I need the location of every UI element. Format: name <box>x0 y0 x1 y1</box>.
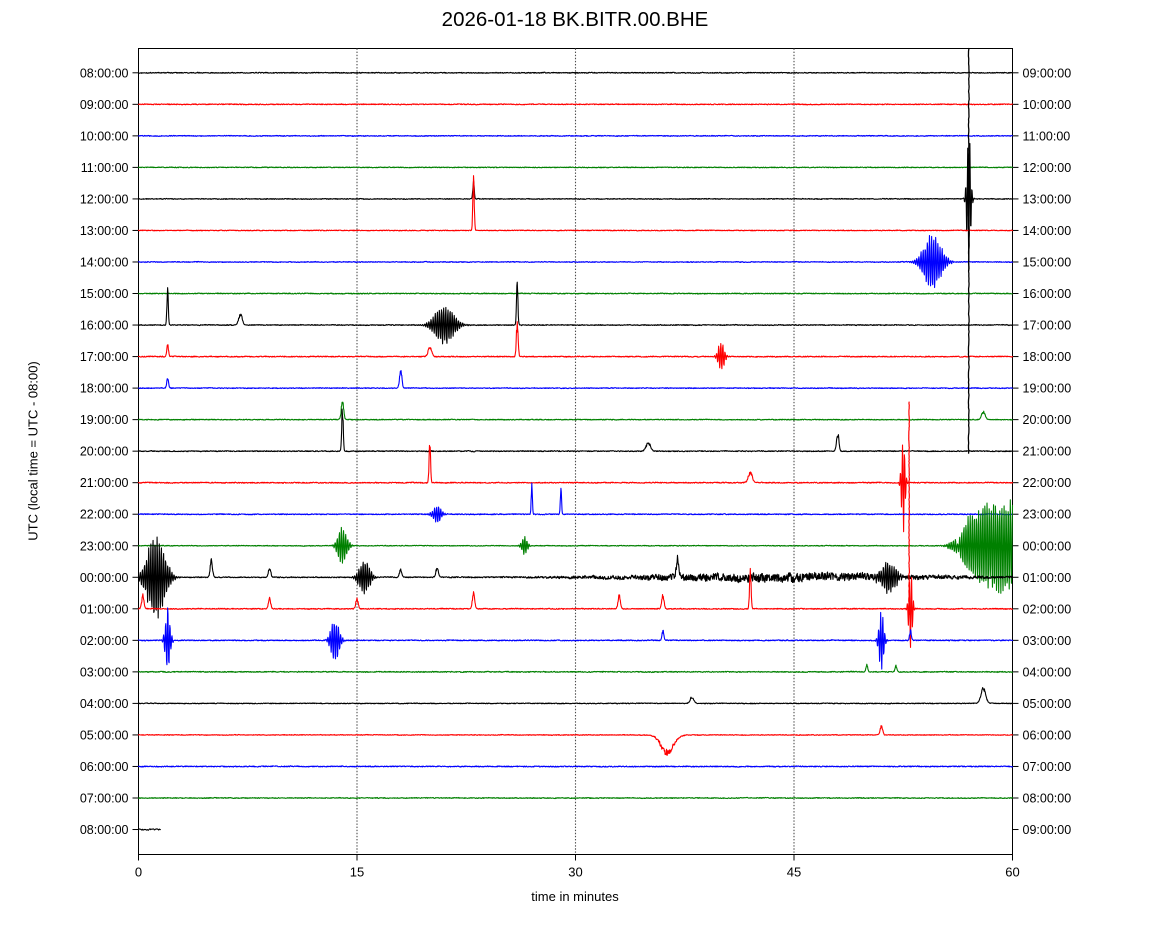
svg-text:17:00:00: 17:00:00 <box>80 350 129 364</box>
svg-text:03:00:00: 03:00:00 <box>1023 634 1072 648</box>
svg-text:01:00:00: 01:00:00 <box>80 602 129 616</box>
svg-text:04:00:00: 04:00:00 <box>1023 665 1072 679</box>
svg-text:13:00:00: 13:00:00 <box>1023 192 1072 206</box>
svg-text:00:00:00: 00:00:00 <box>1023 539 1072 553</box>
svg-text:15:00:00: 15:00:00 <box>1023 255 1072 269</box>
svg-text:10:00:00: 10:00:00 <box>1023 98 1072 112</box>
svg-text:11:00:00: 11:00:00 <box>1023 129 1071 143</box>
svg-text:19:00:00: 19:00:00 <box>1023 382 1072 396</box>
svg-text:06:00:00: 06:00:00 <box>80 760 129 774</box>
svg-text:21:00:00: 21:00:00 <box>80 476 129 490</box>
svg-text:22:00:00: 22:00:00 <box>80 508 129 522</box>
svg-text:03:00:00: 03:00:00 <box>80 665 129 679</box>
svg-text:09:00:00: 09:00:00 <box>1023 66 1072 80</box>
svg-text:13:00:00: 13:00:00 <box>80 224 129 238</box>
svg-text:07:00:00: 07:00:00 <box>80 791 129 805</box>
svg-text:18:00:00: 18:00:00 <box>80 382 129 396</box>
svg-text:01:00:00: 01:00:00 <box>1023 571 1072 585</box>
svg-text:11:00:00: 11:00:00 <box>81 161 129 175</box>
svg-text:14:00:00: 14:00:00 <box>1023 224 1072 238</box>
svg-text:02:00:00: 02:00:00 <box>1023 602 1072 616</box>
svg-text:20:00:00: 20:00:00 <box>80 445 129 459</box>
svg-text:05:00:00: 05:00:00 <box>1023 697 1072 711</box>
svg-text:15:00:00: 15:00:00 <box>80 287 129 301</box>
svg-text:09:00:00: 09:00:00 <box>80 98 129 112</box>
svg-text:0: 0 <box>135 865 142 880</box>
svg-text:19:00:00: 19:00:00 <box>80 413 129 427</box>
svg-text:20:00:00: 20:00:00 <box>1023 413 1072 427</box>
svg-text:08:00:00: 08:00:00 <box>80 66 129 80</box>
svg-text:14:00:00: 14:00:00 <box>80 255 129 269</box>
svg-text:09:00:00: 09:00:00 <box>1023 823 1072 837</box>
svg-text:12:00:00: 12:00:00 <box>80 192 129 206</box>
svg-text:22:00:00: 22:00:00 <box>1023 476 1072 490</box>
svg-text:10:00:00: 10:00:00 <box>80 129 129 143</box>
svg-text:05:00:00: 05:00:00 <box>80 728 129 742</box>
svg-text:04:00:00: 04:00:00 <box>80 697 129 711</box>
svg-text:23:00:00: 23:00:00 <box>1023 508 1072 522</box>
svg-text:02:00:00: 02:00:00 <box>80 634 129 648</box>
svg-text:15: 15 <box>350 865 364 880</box>
svg-text:30: 30 <box>568 865 582 880</box>
svg-text:08:00:00: 08:00:00 <box>80 823 129 837</box>
svg-text:07:00:00: 07:00:00 <box>1023 760 1072 774</box>
svg-text:23:00:00: 23:00:00 <box>80 539 129 553</box>
svg-text:12:00:00: 12:00:00 <box>1023 161 1072 175</box>
svg-text:00:00:00: 00:00:00 <box>80 571 129 585</box>
svg-text:21:00:00: 21:00:00 <box>1023 445 1072 459</box>
svg-text:16:00:00: 16:00:00 <box>80 319 129 333</box>
svg-text:45: 45 <box>787 865 801 880</box>
svg-text:60: 60 <box>1005 865 1019 880</box>
svg-text:16:00:00: 16:00:00 <box>1023 287 1072 301</box>
svg-text:18:00:00: 18:00:00 <box>1023 350 1072 364</box>
svg-text:17:00:00: 17:00:00 <box>1023 319 1072 333</box>
svg-text:08:00:00: 08:00:00 <box>1023 791 1072 805</box>
svg-text:06:00:00: 06:00:00 <box>1023 728 1072 742</box>
